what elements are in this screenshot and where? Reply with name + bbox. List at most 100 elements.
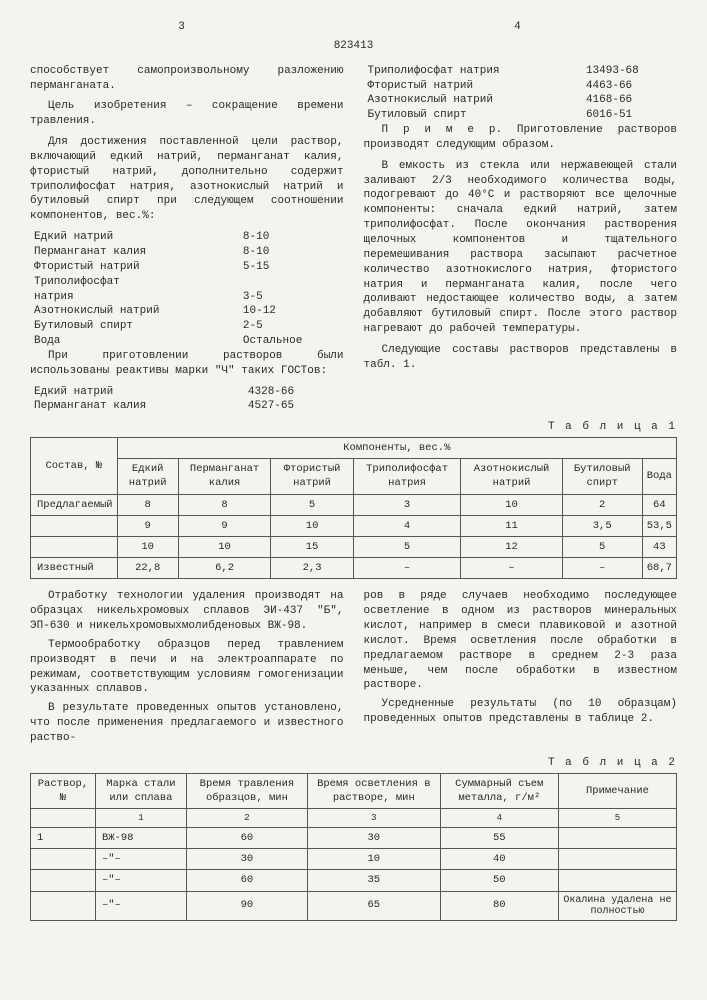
page-right: 4 <box>514 21 529 33</box>
col-head: Примечание <box>558 773 676 808</box>
para: Усредненные результаты (по 10 образцам) … <box>364 697 678 727</box>
comp-val: 8-10 <box>223 230 344 245</box>
cell: – <box>562 558 642 579</box>
cell: ВЖ-98 <box>95 828 186 849</box>
cell: 5 <box>562 536 642 557</box>
cell: 60 <box>186 828 307 849</box>
cell: 50 <box>440 870 558 891</box>
row-label <box>31 536 118 557</box>
gost-val: 4527-65 <box>228 399 344 414</box>
para: Для достижения поставленной цели раствор… <box>30 135 344 224</box>
cell <box>558 870 676 891</box>
col-head: Перманганат калия <box>178 459 271 494</box>
comp-val: 3-5 <box>223 290 344 305</box>
col-head: Марка стали или сплава <box>95 773 186 808</box>
cell: 11 <box>461 515 562 536</box>
cell: 10 <box>271 515 353 536</box>
cell: 4 <box>353 515 461 536</box>
col-head: Бутиловый спирт <box>562 459 642 494</box>
para: Следующие составы растворов представлены… <box>364 343 678 373</box>
cell: 80 <box>440 891 558 920</box>
cell: 3,5 <box>562 515 642 536</box>
cell: 3 <box>353 494 461 515</box>
col-head: Едкий натрий <box>117 459 178 494</box>
doc-number: 823413 <box>30 39 677 54</box>
col-head: Триполифосфат натрия <box>353 459 461 494</box>
cell: 30 <box>186 849 307 870</box>
comp-name: Перманганат калия <box>30 245 223 260</box>
gost-name: Едкий натрий <box>30 385 228 400</box>
right-column: Триполифосфат натрия13493-68Фтористый на… <box>364 64 678 415</box>
gost-name: Азотнокислый натрий <box>364 93 566 108</box>
row-label: Предлагаемый <box>31 494 118 515</box>
page-left: 3 <box>178 21 193 33</box>
para: Отработку технологии удаления производят… <box>30 589 344 634</box>
subhead: 3 <box>307 808 440 827</box>
cell: 15 <box>271 536 353 557</box>
comp-name: натрия <box>30 290 223 305</box>
cell: 65 <box>307 891 440 920</box>
cell: 10 <box>178 536 271 557</box>
gost-name: Бутиловый спирт <box>364 108 566 123</box>
cell: Окалина удалена не полностью <box>558 891 676 920</box>
cell: 5 <box>271 494 353 515</box>
para: способствует самопроизвольному разложени… <box>30 64 344 94</box>
gost-name: Триполифосфат натрия <box>364 64 566 79</box>
para: П р и м е р. Приготовление растворов про… <box>364 123 678 153</box>
table2: Раствор, №Марка стали или сплаваВремя тр… <box>30 773 677 921</box>
cell: 64 <box>642 494 676 515</box>
cell: 55 <box>440 828 558 849</box>
cell: 6,2 <box>178 558 271 579</box>
cell: 10 <box>461 494 562 515</box>
upper-columns: способствует самопроизвольному разложени… <box>30 64 677 415</box>
gost-val: 4168-66 <box>566 93 677 108</box>
col-head: Состав, № <box>31 438 118 495</box>
cell <box>558 828 676 849</box>
cell: 30 <box>307 828 440 849</box>
left-column: способствует самопроизвольному разложени… <box>30 64 344 415</box>
gost-val: 13493-68 <box>566 64 677 79</box>
cell: 10 <box>117 536 178 557</box>
comp-name: Едкий натрий <box>30 230 223 245</box>
gost-list-left: Едкий натрий4328-66Перманганат калия4527… <box>30 385 344 415</box>
comp-name: Вода <box>30 334 223 349</box>
col-head: Время травления образцов, мин <box>186 773 307 808</box>
para: Термообработку образцов перед травлением… <box>30 638 344 697</box>
comp-name: Фтористый натрий <box>30 260 223 275</box>
table2-caption: Т а б л и ц а 2 <box>30 756 677 771</box>
subhead: 4 <box>440 808 558 827</box>
gost-val: 4463-66 <box>566 79 677 94</box>
cell: –"– <box>95 849 186 870</box>
cell: 35 <box>307 870 440 891</box>
cell: – <box>353 558 461 579</box>
col-head-group: Компоненты, вес.% <box>117 438 676 459</box>
subhead: 2 <box>186 808 307 827</box>
cell: 1 <box>31 828 96 849</box>
para: ров в ряде случаев необходимо последующе… <box>364 589 678 693</box>
cell: –"– <box>95 891 186 920</box>
subhead: 1 <box>95 808 186 827</box>
para: Цель изобретения – сокращение времени тр… <box>30 99 344 129</box>
cell: 8 <box>178 494 271 515</box>
comp-name: Бутиловый спирт <box>30 319 223 334</box>
gost-val: 6016-51 <box>566 108 677 123</box>
col-head: Суммарный съем металла, г/м² <box>440 773 558 808</box>
comp-name: Азотнокислый натрий <box>30 304 223 319</box>
comp-val: 8-10 <box>223 245 344 260</box>
cell <box>31 891 96 920</box>
cell: 43 <box>642 536 676 557</box>
para: При приготовлении растворов были использ… <box>30 349 344 379</box>
cell: 10 <box>307 849 440 870</box>
comp-val <box>223 275 344 290</box>
cell <box>31 849 96 870</box>
subhead <box>31 808 96 827</box>
comp-val: 10-12 <box>223 304 344 319</box>
comp-val: 5-15 <box>223 260 344 275</box>
col-head: Фтористый натрий <box>271 459 353 494</box>
cell: 60 <box>186 870 307 891</box>
table1-caption: Т а б л и ц а 1 <box>30 420 677 435</box>
cell: 68,7 <box>642 558 676 579</box>
subhead: 5 <box>558 808 676 827</box>
comp-name: Триполифосфат <box>30 275 223 290</box>
gost-name: Перманганат калия <box>30 399 228 414</box>
